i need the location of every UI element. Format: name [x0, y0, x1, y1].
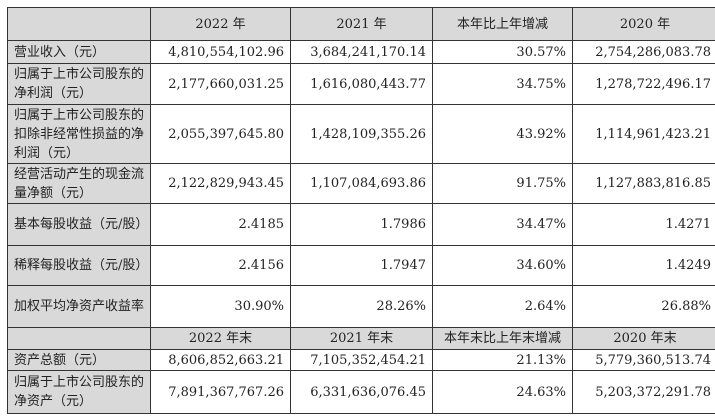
header-row: 2022 年 2021 年本年比上年增减 2020 年: [7, 7, 715, 41]
header-row: 2022 年末 2021 年末 本年末比上年末增减 2020 年末: [7, 327, 715, 350]
column-header: 2020 年末: [572, 327, 715, 350]
column-header: 2021 年末: [290, 327, 433, 350]
table-row: 基本每股收益（元/股） 2.4185 1.7986 34.47% 1.4271: [7, 203, 715, 246]
row-label: 资产总额（元）: [7, 349, 151, 371]
row-label: 加权平均净资产收益率: [7, 285, 151, 328]
value-cell: 5,779,360,513.74: [572, 349, 715, 371]
value-cell: 7,891,367,767.26: [150, 370, 291, 414]
value-cell: 1,107,084,693.86: [290, 163, 433, 204]
value-cell: 2.4156: [150, 245, 291, 286]
value-cell: 2,754,286,083.78: [572, 40, 715, 64]
value-cell: 1.7947: [290, 245, 433, 286]
value-cell: 8,606,852,663.21: [150, 349, 291, 371]
column-header: 2022 年末: [150, 327, 291, 350]
value-cell: 1,127,883,816.85: [572, 163, 715, 204]
value-cell: 7,105,352,454.21: [290, 349, 433, 371]
value-cell: 1.7986: [290, 203, 433, 246]
value-cell: 5,203,372,291.78: [572, 370, 715, 414]
value-cell: 28.26%: [290, 285, 433, 328]
table-row: 经营活动产生的现金流量净额（元） 2,122,829,943.45 1,107,08…: [7, 163, 715, 204]
table-row: 资产总额（元） 8,606,852,663.21 7,105,352,454.21 2…: [7, 349, 715, 371]
table-row: 营业收入（元） 4,810,554,102.96 3,684,241,170.14 3…: [7, 40, 715, 64]
header-corner: [7, 7, 151, 41]
row-label: 经营活动产生的现金流量净额（元）: [7, 163, 151, 204]
value-cell: 6,331,636,076.45: [290, 370, 433, 414]
value-cell: 26.88%: [572, 285, 715, 328]
row-label: 归属于上市公司股东的扣除非经常性损益的净利润（元）: [7, 104, 151, 164]
column-header: 2022 年: [150, 7, 291, 41]
value-cell: 24.63%: [432, 370, 573, 414]
column-header: 本年末比上年末增减: [432, 327, 573, 350]
column-header: 2021 年: [290, 7, 433, 41]
value-cell: 1,616,080,443.77: [290, 63, 433, 105]
value-cell: 21.13%: [432, 349, 573, 371]
table-row: 加权平均净资产收益率 30.90% 28.26% 2.64% 26.88%: [7, 285, 715, 328]
value-cell: 2.4185: [150, 203, 291, 246]
value-cell: 34.60%: [432, 245, 573, 286]
value-cell: 2,122,829,943.45: [150, 163, 291, 204]
table-row: 归属于上市公司股东的扣除非经常性损益的净利润（元） 2,055,397,645.8…: [7, 104, 715, 164]
row-label: 归属于上市公司股东的净利润（元）: [7, 63, 151, 105]
table-row: 稀释每股收益（元/股） 2.4156 1.7947 34.60% 1.4249: [7, 245, 715, 286]
value-cell: 91.75%: [432, 163, 573, 204]
financial-summary-table: 2022 年 2021 年本年比上年增减 2020 年营业收入（元） 4,810,55…: [7, 7, 715, 414]
row-label: 稀释每股收益（元/股）: [7, 245, 151, 286]
value-cell: 2,177,660,031.25: [150, 63, 291, 105]
value-cell: 1,114,961,423.21: [572, 104, 715, 164]
value-cell: 1,278,722,496.17: [572, 63, 715, 105]
value-cell: 2.64%: [432, 285, 573, 328]
header-corner: [7, 327, 151, 350]
row-label: 营业收入（元）: [7, 40, 151, 64]
table-row: 归属于上市公司股东的净利润（元） 2,177,660,031.25 1,616,08…: [7, 63, 715, 105]
column-header: 本年比上年增减: [432, 7, 573, 41]
value-cell: 1,428,109,355.26: [290, 104, 433, 164]
value-cell: 30.57%: [432, 40, 573, 64]
value-cell: 30.90%: [150, 285, 291, 328]
value-cell: 3,684,241,170.14: [290, 40, 433, 64]
value-cell: 2,055,397,645.80: [150, 104, 291, 164]
value-cell: 34.47%: [432, 203, 573, 246]
value-cell: 34.75%: [432, 63, 573, 105]
value-cell: 1.4271: [572, 203, 715, 246]
value-cell: 4,810,554,102.96: [150, 40, 291, 64]
row-label: 归属于上市公司股东的净资产（元）: [7, 370, 151, 414]
value-cell: 43.92%: [432, 104, 573, 164]
column-header: 2020 年: [572, 7, 715, 41]
table-row: 归属于上市公司股东的净资产（元） 7,891,367,767.26 6,331,63…: [7, 370, 715, 414]
row-label: 基本每股收益（元/股）: [7, 203, 151, 246]
value-cell: 1.4249: [572, 245, 715, 286]
